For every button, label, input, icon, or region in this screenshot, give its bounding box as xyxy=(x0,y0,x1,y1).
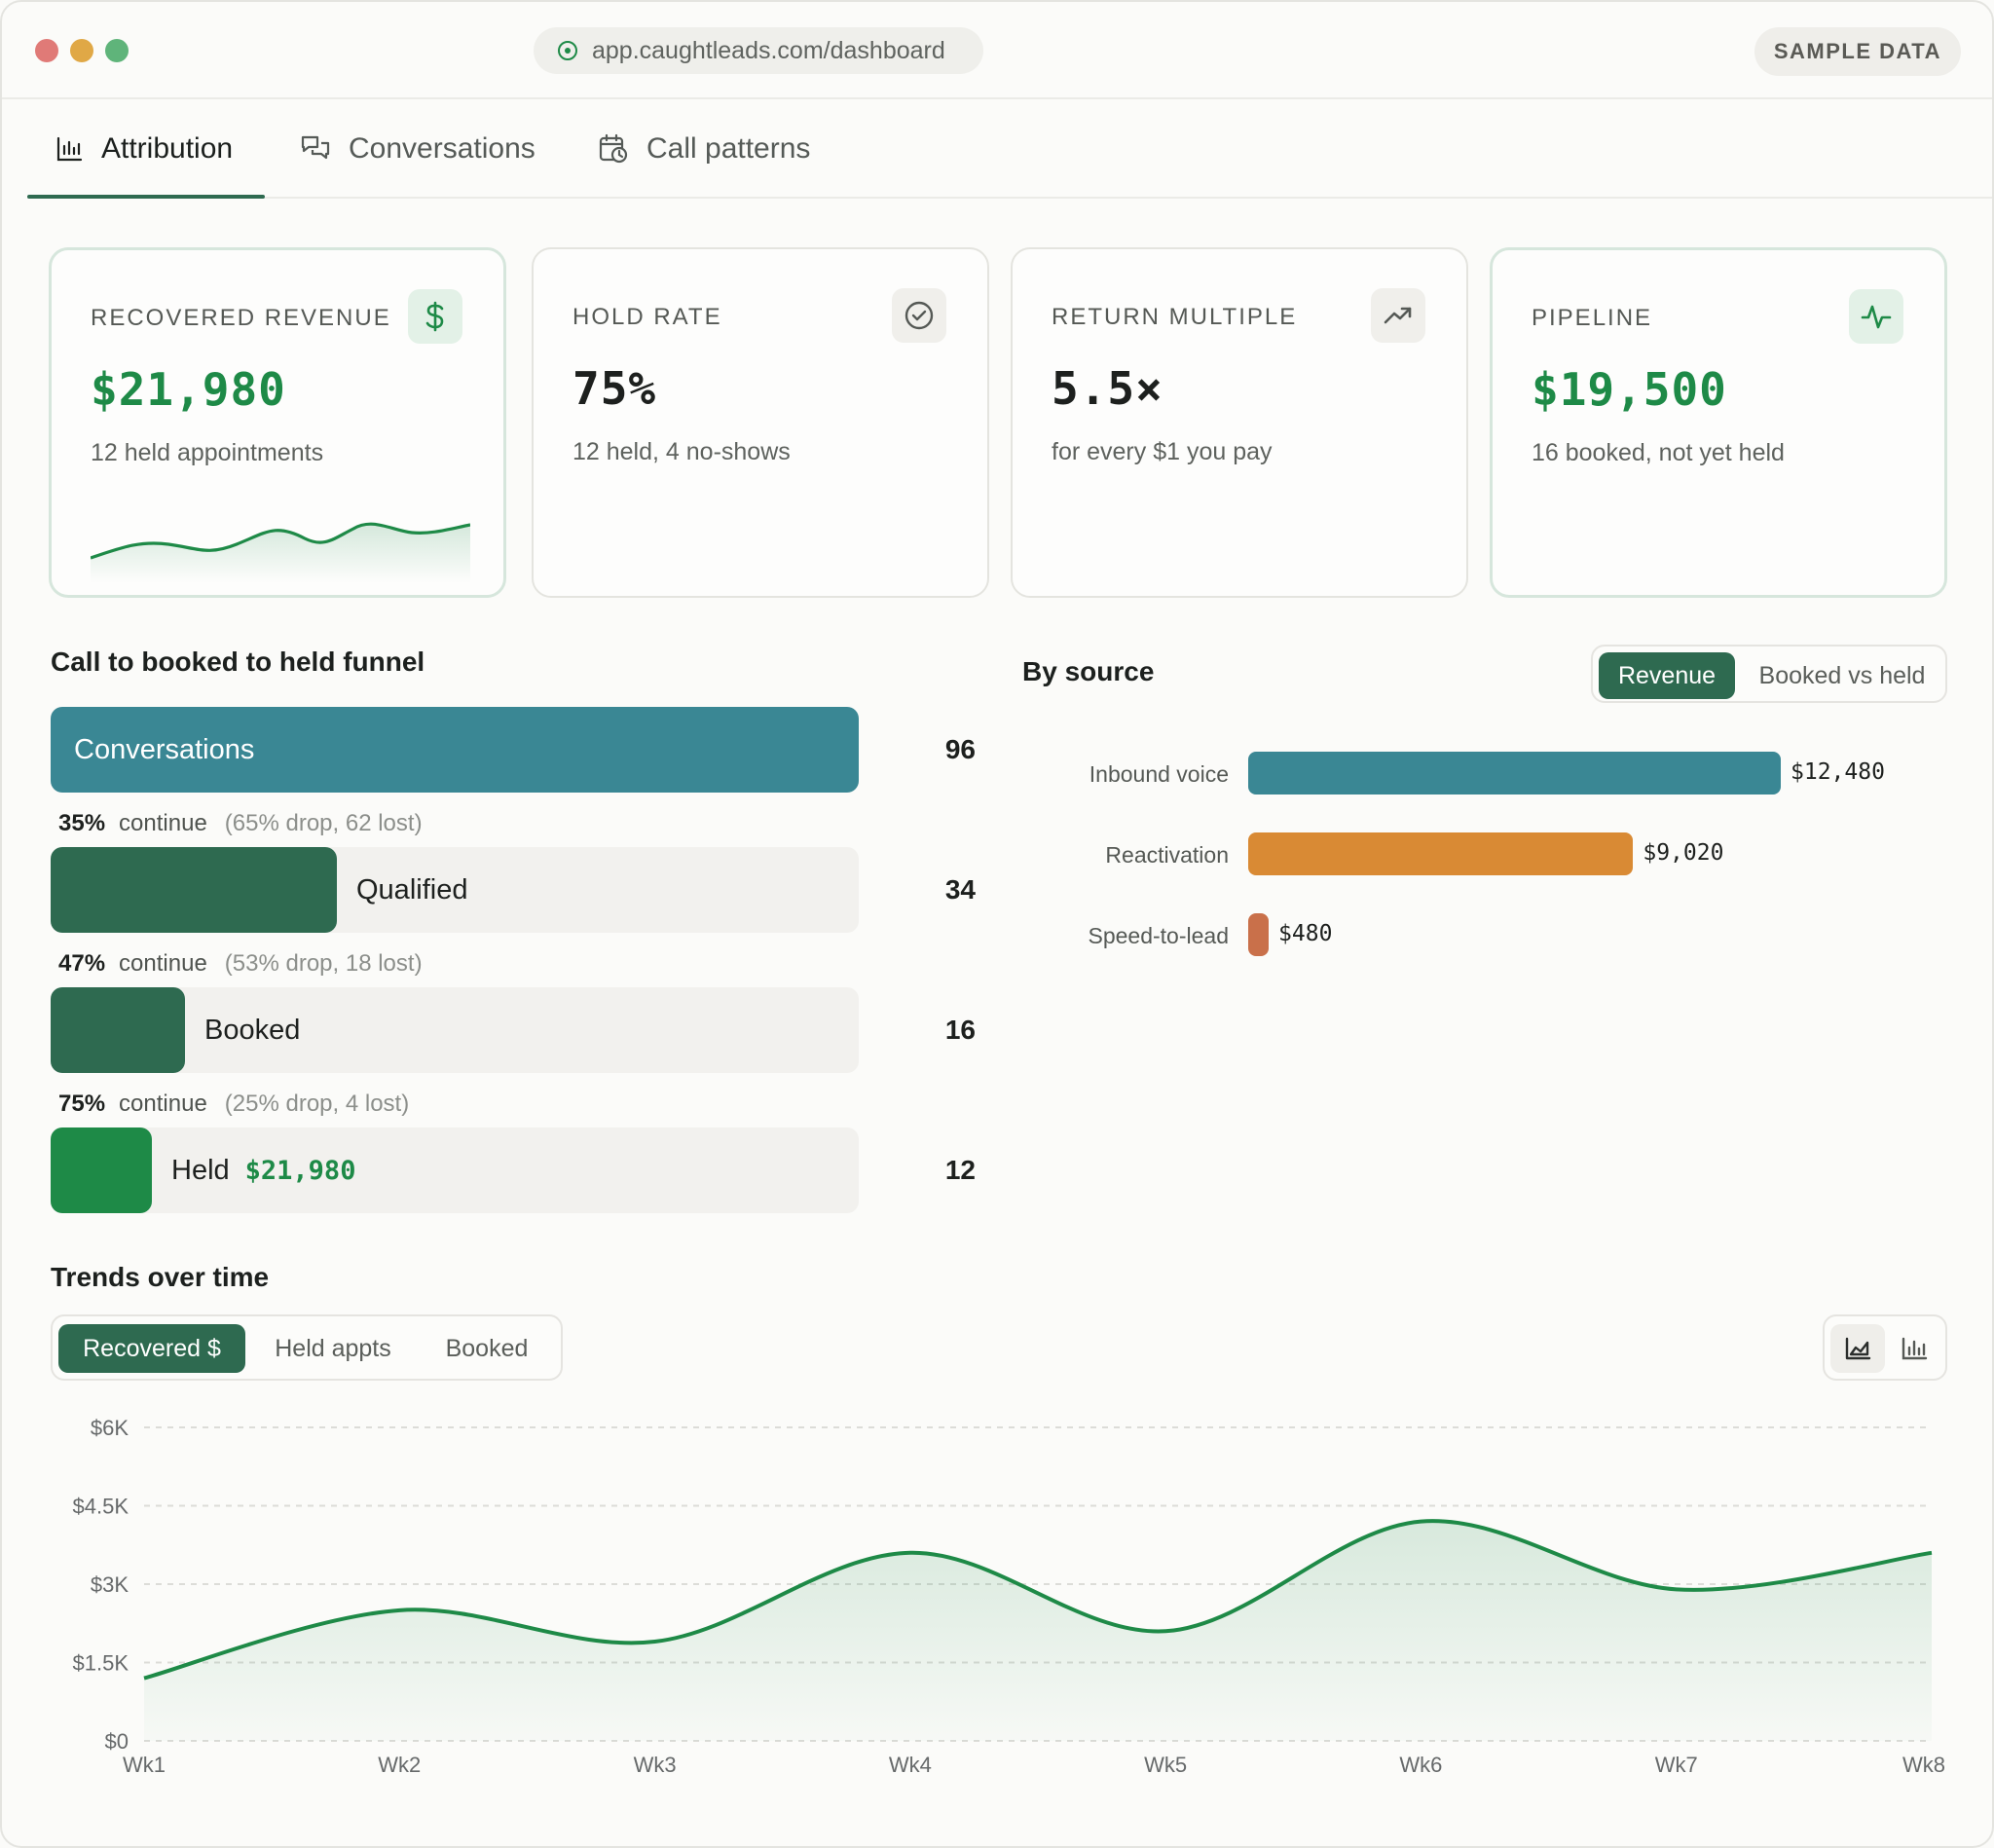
kpi-label: HOLD RATE xyxy=(572,304,722,330)
x-tick-label: Wk7 xyxy=(1655,1753,1698,1777)
by-source-toggle: Revenue Booked vs held xyxy=(1591,645,1947,703)
kpi-subtext: for every $1 you pay xyxy=(1052,438,1273,465)
kpi-card-pipeline: PIPELINE $19,500 16 booked, not yet held xyxy=(1490,247,1947,598)
site-info-icon xyxy=(558,41,577,60)
funnel-bar xyxy=(51,1127,152,1213)
kpi-value: 5.5× xyxy=(1052,362,1163,415)
revenue-toggle-button[interactable]: Revenue xyxy=(1599,652,1735,699)
x-tick-label: Wk2 xyxy=(378,1753,421,1777)
maximize-window-button[interactable] xyxy=(105,39,129,62)
funnel-stage-held[interactable]: Held $21,980 xyxy=(51,1127,859,1213)
check-circle-icon xyxy=(892,288,946,343)
kpi-subtext: 16 booked, not yet held xyxy=(1532,439,1785,466)
funnel-dropoff: 47% continue (53% drop, 18 lost) xyxy=(58,950,423,977)
url-text: app.caughtleads.com/dashboard xyxy=(592,36,945,64)
trend-line xyxy=(143,1519,1933,1681)
calendar-clock-icon xyxy=(599,133,628,164)
funnel-bar xyxy=(51,847,337,933)
trends-metric-toggle: Recovered $ Held appts Booked xyxy=(51,1314,563,1381)
funnel-stage-conversations[interactable]: Conversations xyxy=(51,707,859,793)
source-value: $480 xyxy=(1278,921,1333,946)
tab-bar: Attribution Conversations Call patterns xyxy=(27,99,1992,199)
funnel-bar xyxy=(51,707,859,793)
funnel-stage-count: 12 xyxy=(944,1155,976,1185)
tab-call-patterns[interactable]: Call patterns xyxy=(598,99,810,199)
x-tick-label: Wk8 xyxy=(1902,1753,1945,1777)
kpi-label: RECOVERED REVENUE xyxy=(91,305,391,331)
trend-chart: $0 $1.5K $3K $4.5K $6K Wk1 Wk2 Wk3 Wk4 Wk5 Wk6 Wk7 W… xyxy=(73,1416,1946,1777)
funnel-title: Call to booked to held funnel xyxy=(51,647,425,677)
source-label: Inbound voice xyxy=(1089,761,1229,787)
source-value: $9,020 xyxy=(1643,840,1724,866)
active-tab-indicator xyxy=(27,195,265,199)
held-appts-toggle-button[interactable]: Held appts xyxy=(275,1334,391,1362)
funnel-dropoff: 35% continue (65% drop, 62 lost) xyxy=(58,810,423,836)
y-tick-label: $1.5K xyxy=(73,1651,129,1676)
funnel-stage-count: 96 xyxy=(944,734,976,764)
kpi-value: $19,500 xyxy=(1532,363,1727,416)
x-tick-label: Wk5 xyxy=(1144,1753,1187,1777)
funnel-stage-booked[interactable]: Booked xyxy=(51,987,859,1073)
sample-data-badge: SAMPLE DATA xyxy=(1754,27,1961,76)
source-bar[interactable] xyxy=(1248,832,1634,875)
area-chart-icon[interactable] xyxy=(1830,1324,1885,1373)
x-tick-label: Wk4 xyxy=(889,1753,932,1777)
dollar-icon xyxy=(408,289,462,344)
kpi-card-return-multiple: RETURN MULTIPLE 5.5× for every $1 you pa… xyxy=(1011,247,1468,598)
tab-label: Call patterns xyxy=(646,132,811,165)
funnel-stage-qualified[interactable]: Qualified xyxy=(51,847,859,933)
y-tick-label: $3K xyxy=(91,1572,129,1597)
minimize-window-button[interactable] xyxy=(70,39,93,62)
kpi-card-recovered-revenue: RECOVERED REVENUE $21,980 12 held appoin… xyxy=(49,247,506,598)
kpi-label: RETURN MULTIPLE xyxy=(1052,304,1298,330)
pulse-icon xyxy=(1849,289,1903,344)
kpi-label: PIPELINE xyxy=(1532,305,1653,331)
kpi-value: $21,980 xyxy=(91,363,286,416)
trend-area-fill xyxy=(144,1521,1932,1741)
source-label: Speed-to-lead xyxy=(1088,923,1230,948)
address-bar[interactable]: app.caughtleads.com/dashboard xyxy=(534,27,983,74)
close-window-button[interactable] xyxy=(35,39,58,62)
chat-icon xyxy=(301,135,330,160)
tab-attribution[interactable]: Attribution xyxy=(55,99,233,199)
booked-vs-held-toggle-button[interactable]: Booked vs held xyxy=(1758,661,1926,689)
kpi-subtext: 12 held, 4 no-shows xyxy=(572,438,791,465)
x-tick-label: Wk6 xyxy=(1399,1753,1442,1777)
x-tick-label: Wk1 xyxy=(123,1753,166,1777)
held-revenue: $21,980 xyxy=(244,1155,356,1186)
x-tick-label: Wk3 xyxy=(634,1753,677,1777)
title-bar: app.caughtleads.com/dashboard SAMPLE DAT… xyxy=(2,2,1992,99)
kpi-subtext: 12 held appointments xyxy=(91,439,324,466)
bar-chart-icon xyxy=(56,136,83,162)
by-source-title: By source xyxy=(1022,656,1155,686)
chart-view-toggle xyxy=(1823,1314,1947,1381)
source-value: $12,480 xyxy=(1791,759,1885,785)
recovered-toggle-button[interactable]: Recovered $ xyxy=(58,1324,245,1373)
y-tick-label: $0 xyxy=(105,1729,129,1754)
funnel-stage-count: 16 xyxy=(944,1015,976,1045)
tab-label: Conversations xyxy=(349,132,535,165)
funnel-stage-label: Held $21,980 xyxy=(171,1154,356,1186)
funnel-dropoff: 75% continue (25% drop, 4 lost) xyxy=(58,1090,410,1117)
funnel-stage-label: Conversations xyxy=(74,733,255,765)
source-label: Reactivation xyxy=(1105,842,1229,868)
funnel-stage-label: Booked xyxy=(204,1014,301,1046)
funnel-bar xyxy=(51,987,185,1073)
funnel-stage-count: 34 xyxy=(944,874,976,905)
booked-toggle-button[interactable]: Booked xyxy=(445,1334,529,1362)
trending-up-icon xyxy=(1371,288,1425,343)
bar-chart-icon[interactable] xyxy=(1887,1324,1941,1373)
revenue-sparkline xyxy=(91,522,470,583)
kpi-value: 75% xyxy=(572,362,657,415)
tab-label: Attribution xyxy=(101,132,234,165)
source-bar[interactable] xyxy=(1248,752,1781,795)
y-tick-label: $4.5K xyxy=(73,1495,129,1519)
kpi-card-hold-rate: HOLD RATE 75% 12 held, 4 no-shows xyxy=(532,247,989,598)
trends-title: Trends over time xyxy=(51,1262,270,1292)
tab-conversations[interactable]: Conversations xyxy=(300,99,535,199)
funnel-stage-label: Qualified xyxy=(356,873,468,906)
source-bar[interactable] xyxy=(1248,913,1270,956)
y-tick-label: $6K xyxy=(91,1416,129,1440)
